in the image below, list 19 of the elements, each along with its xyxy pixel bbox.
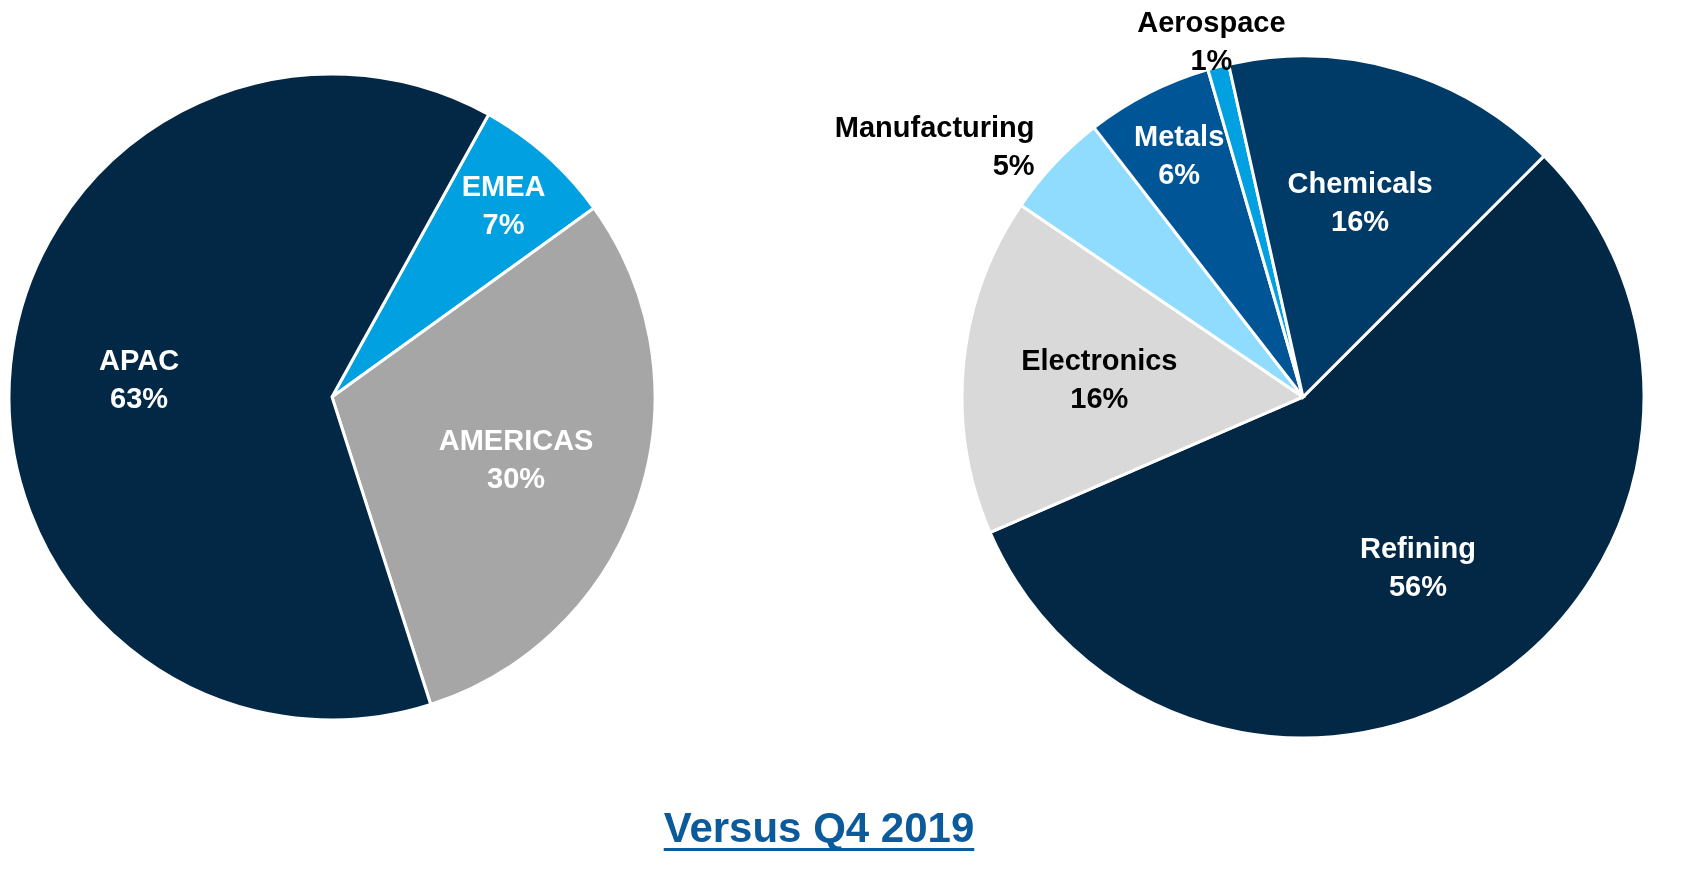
slice-label: APAC bbox=[99, 344, 180, 377]
data-label: 5% bbox=[992, 148, 1035, 181]
data-label: 56% bbox=[1388, 570, 1448, 603]
slice-label: Manufacturing bbox=[834, 110, 1035, 143]
data-label: 16% bbox=[1070, 381, 1129, 414]
slice-label: Refining bbox=[1360, 532, 1476, 565]
slice-label: EMEA bbox=[461, 169, 546, 202]
data-label: 30% bbox=[487, 461, 546, 494]
data-label: 63% bbox=[110, 382, 169, 415]
text: Versus Q4 2019 bbox=[663, 804, 975, 851]
slice-label: AMERICAS bbox=[438, 423, 594, 456]
slice-label: Aerospace bbox=[1137, 6, 1286, 39]
data-label: 16% bbox=[1331, 204, 1390, 237]
data-label: 1% bbox=[1190, 44, 1233, 77]
slice-label: Chemicals bbox=[1287, 166, 1433, 199]
slice-label: Electronics bbox=[1021, 343, 1178, 376]
slice-label: Metals bbox=[1134, 119, 1225, 152]
data-label: 6% bbox=[1158, 157, 1201, 190]
data-label: 7% bbox=[482, 207, 525, 240]
